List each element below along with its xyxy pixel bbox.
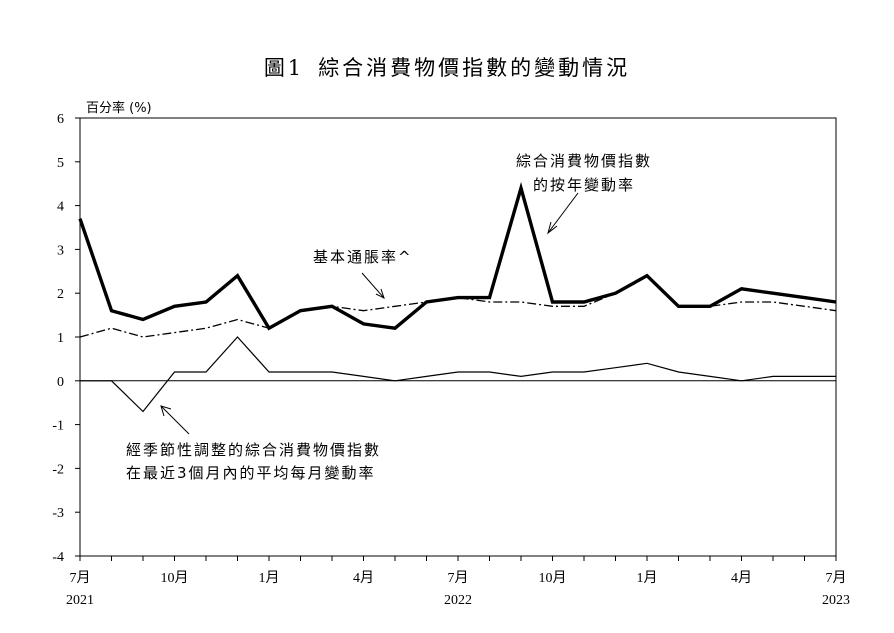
y-tick-label: 4 (57, 200, 64, 215)
annotation-underlying-arrowhead (375, 288, 385, 299)
annotation-sa-arrowhead (160, 405, 172, 417)
annotation-underlying: 基本通脹率^ (313, 248, 413, 266)
series-line-1 (78, 181, 837, 331)
chart-title-number: 圖1 (263, 56, 305, 80)
x-tick-label-month: 1月 (637, 570, 658, 586)
annotation-sa-arrow (160, 405, 190, 435)
x-tick-label-month: 10月 (539, 570, 567, 586)
y-tick-label: -3 (52, 506, 64, 521)
annotation-yoy-arrowhead (547, 221, 558, 235)
annotation-sa-line2: 在最近3個月內的平均每月變動率 (126, 464, 376, 482)
annotation-sa-line1: 經季節性調整的綜合消費物價指數 (126, 441, 381, 459)
x-tick-label-month: 1月 (259, 570, 280, 586)
y-tick-label: 6 (57, 112, 64, 127)
annotation-yoy-line2: 的按年變動率 (533, 176, 635, 194)
x-tick-label-month: 10月 (161, 570, 189, 586)
annotation-yoy-arrow (547, 192, 579, 234)
x-tick-label-month: 4月 (731, 570, 752, 586)
y-tick-label: -2 (52, 462, 64, 477)
series-line-3 (80, 336, 836, 413)
x-tick-label-year: 2023 (822, 593, 850, 608)
chart-title-text: 綜合消費物價指數的變動情況 (318, 56, 631, 80)
chart-title: 圖1 綜合消費物價指數的變動情況 (0, 52, 894, 82)
y-tick-label: -1 (52, 419, 64, 434)
y-tick-label: 2 (57, 287, 64, 302)
x-tick-label-month: 7月 (70, 570, 91, 586)
annotation-yoy-line1: 綜合消費物價指數 (516, 152, 652, 170)
y-tick-label: 3 (57, 243, 64, 258)
y-tick-label: -4 (52, 550, 64, 565)
plot-frame (79, 117, 837, 557)
annotation-underlying-arrow (361, 272, 385, 299)
y-axis-label: 百分率 (%) (86, 100, 152, 116)
y-tick-label: 5 (57, 156, 64, 171)
y-tick-label: 0 (57, 375, 64, 390)
x-tick-label-year: 2022 (444, 593, 472, 608)
x-tick-label-year: 2021 (66, 593, 94, 608)
x-tick-label-month: 7月 (448, 570, 469, 586)
x-tick-label-month: 7月 (826, 570, 847, 586)
y-tick-label: 1 (57, 331, 64, 346)
x-tick-label-month: 4月 (353, 570, 374, 586)
series-line-2 (79, 274, 837, 338)
